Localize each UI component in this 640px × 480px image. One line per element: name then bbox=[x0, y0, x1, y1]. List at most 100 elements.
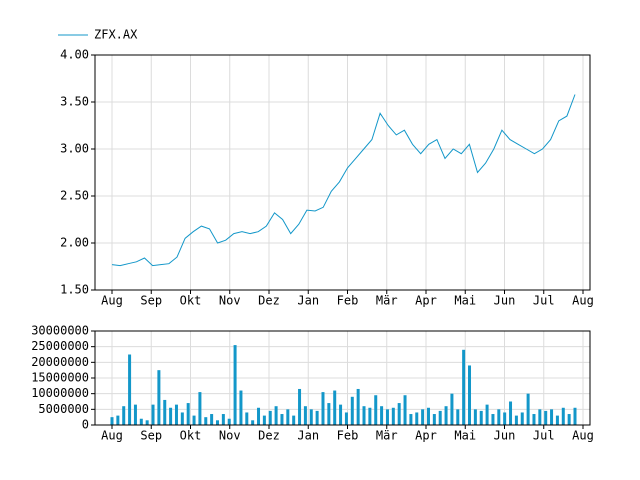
volume-bar bbox=[514, 415, 518, 425]
x-tick-label: Mär bbox=[376, 294, 398, 308]
volume-bar bbox=[145, 420, 149, 425]
x-tick-label: Dez bbox=[258, 294, 280, 308]
volume-bar bbox=[479, 410, 483, 425]
volume-bar bbox=[385, 409, 389, 425]
volume-bar bbox=[403, 395, 407, 425]
volume-bar bbox=[174, 404, 178, 425]
x-tick-label: Feb bbox=[337, 294, 359, 308]
volume-bar bbox=[397, 403, 401, 425]
volume-bar bbox=[544, 410, 548, 425]
x-tick-label: Okt bbox=[180, 429, 202, 443]
volume-bar bbox=[309, 409, 313, 425]
volume-bar bbox=[298, 388, 302, 425]
volume-bar bbox=[485, 404, 489, 425]
volume-bar bbox=[538, 409, 542, 425]
x-tick-label: Mär bbox=[376, 429, 398, 443]
volume-bar bbox=[462, 349, 466, 425]
volume-bar bbox=[421, 409, 425, 425]
volume-bar bbox=[526, 393, 530, 425]
volume-bar bbox=[344, 412, 348, 425]
volume-bar bbox=[391, 407, 395, 425]
volume-bar bbox=[180, 412, 184, 425]
volume-bar bbox=[444, 406, 448, 425]
volume-bar bbox=[573, 407, 577, 425]
volume-bar bbox=[532, 414, 536, 425]
volume-bar bbox=[128, 354, 132, 425]
volume-bar bbox=[520, 412, 524, 425]
x-tick-label: Aug bbox=[572, 429, 594, 443]
x-tick-label: Aug bbox=[101, 429, 123, 443]
volume-bar bbox=[450, 393, 454, 425]
volume-bar bbox=[468, 365, 472, 425]
volume-bar bbox=[251, 420, 255, 425]
y-tick-label: 2.00 bbox=[60, 236, 89, 250]
x-tick-label: Sep bbox=[140, 429, 162, 443]
x-tick-label: Okt bbox=[180, 294, 202, 308]
volume-bar bbox=[215, 420, 219, 425]
volume-bar bbox=[286, 409, 290, 425]
x-tick-label: Sep bbox=[140, 294, 162, 308]
y-tick-label: 15000000 bbox=[31, 371, 89, 385]
volume-bar bbox=[157, 370, 161, 425]
volume-bar bbox=[192, 415, 196, 425]
y-tick-label: 0 bbox=[82, 418, 89, 432]
x-tick-label: Feb bbox=[337, 429, 359, 443]
x-tick-label: Jun bbox=[494, 429, 516, 443]
y-tick-label: 3.00 bbox=[60, 142, 89, 156]
volume-bar bbox=[139, 418, 143, 425]
y-tick-label: 10000000 bbox=[31, 386, 89, 400]
volume-bar bbox=[368, 407, 372, 425]
volume-bar bbox=[315, 410, 319, 425]
x-tick-label: Aug bbox=[572, 294, 594, 308]
y-tick-label: 5000000 bbox=[38, 402, 89, 416]
volume-bar bbox=[550, 409, 554, 425]
volume-bar bbox=[333, 390, 337, 425]
volume-bar bbox=[204, 417, 208, 425]
volume-bar bbox=[380, 406, 384, 425]
volume-bar bbox=[292, 415, 296, 425]
volume-bar bbox=[163, 399, 167, 425]
volume-bar bbox=[509, 401, 513, 425]
y-tick-label: 2.50 bbox=[60, 189, 89, 203]
volume-bar bbox=[221, 414, 225, 425]
volume-bar bbox=[432, 414, 436, 425]
volume-bar bbox=[426, 407, 430, 425]
volume-bar bbox=[198, 392, 202, 425]
volume-bar bbox=[374, 395, 378, 425]
plot-frame bbox=[94, 54, 591, 291]
volume-bar bbox=[268, 410, 272, 425]
x-tick-label: Jan bbox=[297, 294, 319, 308]
volume-bar bbox=[503, 412, 507, 425]
plot-frame bbox=[94, 330, 591, 426]
price-line bbox=[111, 94, 576, 267]
x-tick-label: Jan bbox=[297, 429, 319, 443]
x-tick-label: Aug bbox=[101, 294, 123, 308]
volume-bar bbox=[233, 345, 237, 425]
volume-bar bbox=[491, 414, 495, 425]
x-tick-label: Jun bbox=[494, 294, 516, 308]
x-tick-label: Mai bbox=[454, 294, 476, 308]
volume-bar bbox=[303, 406, 307, 425]
volume-bar bbox=[473, 409, 477, 425]
x-tick-label: Nov bbox=[219, 429, 241, 443]
volume-bar bbox=[262, 415, 266, 425]
volume-bar bbox=[321, 392, 325, 425]
volume-bar bbox=[438, 410, 442, 425]
volume-bar bbox=[280, 414, 284, 425]
volume-bar bbox=[350, 396, 354, 425]
volume-bar bbox=[186, 403, 190, 425]
volume-bar bbox=[339, 404, 343, 425]
y-tick-label: 30000000 bbox=[31, 324, 89, 338]
volume-bar bbox=[151, 404, 155, 425]
volume-bar bbox=[169, 407, 173, 425]
y-tick-label: 3.50 bbox=[60, 95, 89, 109]
x-tick-label: Apr bbox=[415, 294, 437, 308]
volume-bar bbox=[497, 409, 501, 425]
legend-label: ZFX.AX bbox=[94, 28, 138, 42]
volume-bar bbox=[415, 412, 419, 425]
volume-bar bbox=[327, 403, 331, 425]
volume-bar bbox=[555, 415, 559, 425]
volume-bar bbox=[409, 414, 413, 425]
volume-bar bbox=[116, 415, 120, 425]
volume-bar bbox=[356, 388, 360, 425]
